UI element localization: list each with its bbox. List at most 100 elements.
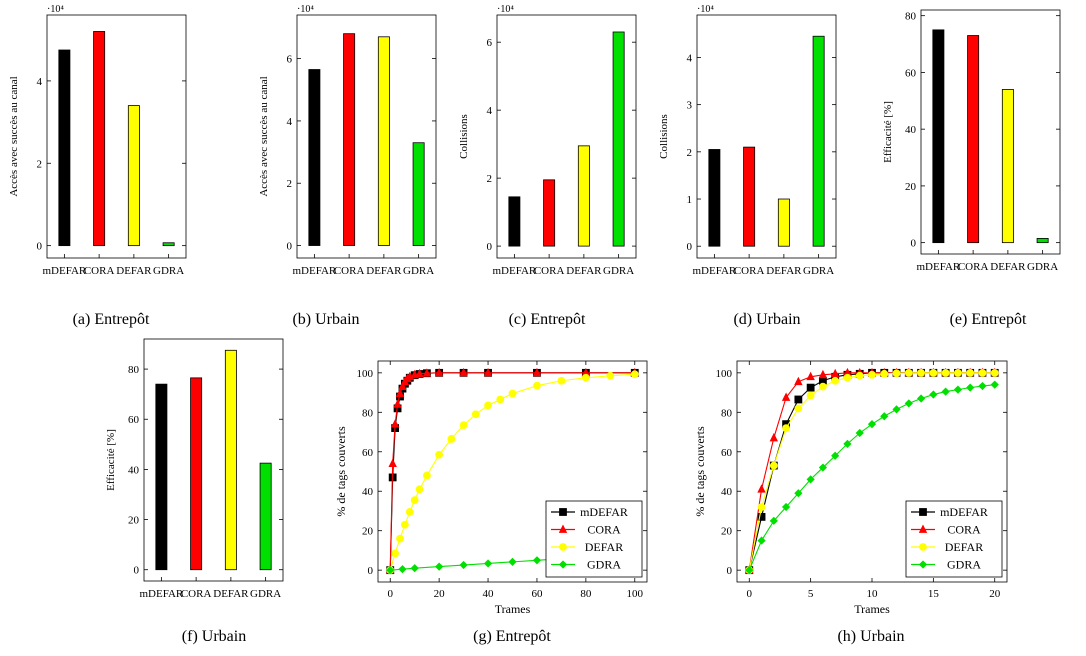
data-point xyxy=(757,536,766,545)
data-point xyxy=(781,392,791,401)
data-point xyxy=(917,368,925,377)
data-point xyxy=(496,395,505,404)
x-tick-label: 40 xyxy=(483,588,495,600)
data-point xyxy=(423,471,431,480)
data-point xyxy=(459,560,468,570)
x-tick-label: mDEFAR xyxy=(139,588,183,600)
y-tick-label: 2 xyxy=(37,158,43,170)
y-tick-label: 3 xyxy=(687,100,693,112)
data-point xyxy=(557,376,566,385)
data-point xyxy=(978,381,987,391)
y-axis-label: Accès avec succès au canal xyxy=(258,76,270,196)
data-point xyxy=(533,381,541,390)
x-tick-label: 0 xyxy=(747,588,753,600)
legend-marker xyxy=(918,524,928,533)
data-point xyxy=(892,369,901,378)
x-tick-label: DEFAR xyxy=(366,265,402,277)
y-tick-label: 40 xyxy=(362,486,374,498)
y-axis-label: Collisions xyxy=(458,114,470,159)
legend-marker xyxy=(558,560,568,569)
data-point xyxy=(757,512,766,521)
y-axis-label: % de tags couverts xyxy=(334,426,348,517)
x-tick-label: 15 xyxy=(928,588,940,600)
bar-gdra xyxy=(1036,237,1049,244)
x-tick-label: 100 xyxy=(627,588,644,600)
data-point xyxy=(855,371,864,380)
x-tick-label: 10 xyxy=(867,588,879,600)
data-point xyxy=(447,435,456,443)
data-point xyxy=(391,549,400,558)
data-point xyxy=(459,421,468,430)
data-point xyxy=(401,520,409,529)
y-tick-label: 0 xyxy=(687,241,693,253)
panel-caption: (b) Urbain xyxy=(292,311,359,328)
bar-defar xyxy=(127,105,140,247)
panel-caption: (f) Urbain xyxy=(182,628,246,645)
data-point xyxy=(393,399,402,408)
bar-mdefar xyxy=(708,149,721,247)
plot-frame xyxy=(496,14,637,259)
y-tick-label: 40 xyxy=(128,464,140,476)
y-axis-label: Efficacité [%] xyxy=(105,429,117,491)
x-tick-label: mDEFAR xyxy=(492,265,536,277)
y-axis-label: Collisions xyxy=(658,114,670,159)
data-point xyxy=(435,450,444,459)
data-point xyxy=(769,516,778,525)
data-point xyxy=(782,424,790,432)
legend-marker xyxy=(919,508,927,516)
plot-frame xyxy=(296,14,437,259)
bar-cora xyxy=(93,31,106,247)
y-tick-label: 2 xyxy=(487,173,493,185)
legend-entry-defar: DEFAR xyxy=(945,540,983,554)
y-tick-label: 80 xyxy=(362,407,374,419)
y-axis-label: Efficacité [%] xyxy=(882,101,894,163)
data-point xyxy=(880,369,889,378)
y-tick-label: 6 xyxy=(287,54,293,66)
y-tick-label: 20 xyxy=(905,181,917,193)
y-tick-label: 40 xyxy=(721,486,733,498)
data-point xyxy=(471,410,480,419)
y-tick-label: 60 xyxy=(721,447,733,459)
data-point xyxy=(830,368,840,378)
legend-entry-mdefar: mDEFAR xyxy=(940,505,988,519)
plot-frame xyxy=(920,9,1061,255)
y-tick-label: 60 xyxy=(905,67,917,79)
data-point xyxy=(818,369,828,379)
legend-marker xyxy=(559,508,567,516)
bar-cora xyxy=(543,179,556,247)
data-point xyxy=(954,368,962,377)
data-point xyxy=(880,412,889,421)
data-point xyxy=(415,368,424,378)
y-tick-label: 20 xyxy=(721,526,733,538)
y-tick-label: 0 xyxy=(134,565,140,577)
bar-defar xyxy=(224,349,237,571)
x-tick-label: 0 xyxy=(387,588,393,600)
legend-marker xyxy=(558,524,568,533)
bar-defar xyxy=(1001,89,1014,244)
data-point xyxy=(929,390,938,399)
bar-gdra xyxy=(612,31,625,247)
y-tick-label: 0 xyxy=(727,565,733,577)
data-point xyxy=(581,373,590,382)
x-tick-label: DEFAR xyxy=(766,265,802,277)
x-tick-label: CORA xyxy=(334,265,365,277)
panel-caption: (c) Entrepôt xyxy=(509,311,586,328)
data-point xyxy=(892,405,901,414)
data-point xyxy=(990,368,999,377)
bar-gdra xyxy=(259,462,272,571)
x-axis-label: Trames xyxy=(495,602,531,616)
x-tick-label: CORA xyxy=(534,265,565,277)
data-point xyxy=(388,458,397,468)
data-point xyxy=(990,380,999,389)
x-tick-label: GDRA xyxy=(153,265,184,277)
x-tick-label: CORA xyxy=(958,261,989,273)
data-point xyxy=(818,463,828,472)
data-point xyxy=(390,419,400,428)
y-tick-label: 100 xyxy=(357,368,374,380)
y-tick-label: 0 xyxy=(37,241,43,253)
